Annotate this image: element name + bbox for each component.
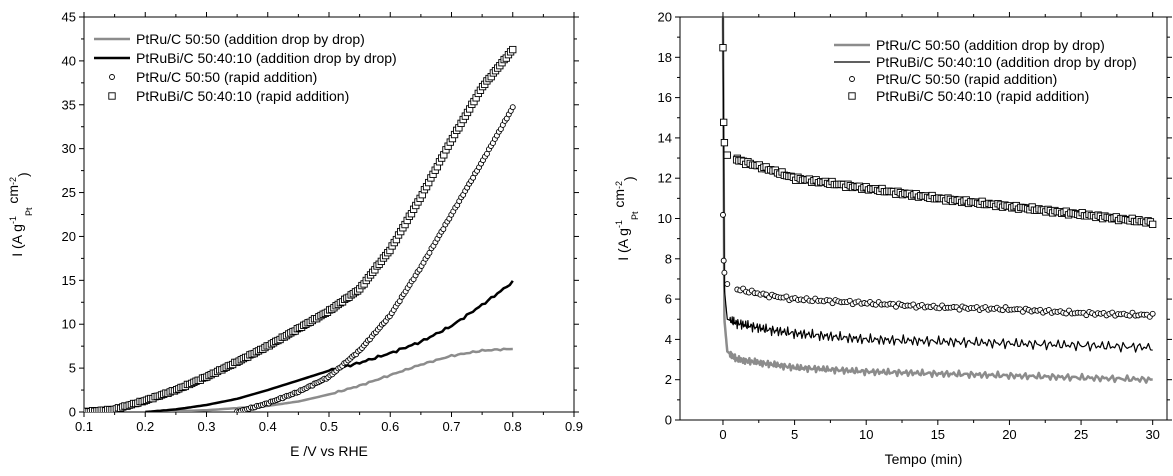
y-axis-label-sub: Pt xyxy=(630,211,640,220)
data-point xyxy=(720,139,729,147)
legend-label: PtRu/C 50:50 (addition drop by drop) xyxy=(876,37,1105,53)
legend-label: PtRuBi/C 50:40:10 (addition drop by drop… xyxy=(876,54,1137,70)
x-tick-label: 0.7 xyxy=(442,419,460,434)
y-axis-label-sup2: -2 xyxy=(614,181,624,189)
legend-swatch-square xyxy=(848,92,856,100)
legend-label: PtRu/C 50:50 (addition drop by drop) xyxy=(136,31,365,47)
series-0 xyxy=(721,17,1153,384)
chart-left: 0.1 0.2 0.3 0.4 0.5 0.6 0.7 0.8 0.9 0 5 10 15 20 25 30 3… xyxy=(5,10,583,460)
legend-label: PtRuBi/C 50:40:10 (rapid addition) xyxy=(876,88,1089,104)
x-tick-label: 0.5 xyxy=(320,419,338,434)
plot-area xyxy=(719,17,1157,384)
x-tick-label: 0.2 xyxy=(136,419,154,434)
y-tick-label: 2 xyxy=(665,372,672,387)
data-point xyxy=(723,151,731,159)
plot-area xyxy=(84,45,517,412)
y-tick-label: 40 xyxy=(62,53,76,68)
y-axis-label-mid: cm xyxy=(611,189,627,212)
series-line xyxy=(145,280,514,412)
series-line xyxy=(722,17,1153,353)
series-1 xyxy=(722,17,1153,353)
x-tick-label: 30 xyxy=(1145,427,1159,442)
legend-label: PtRu/C 50:50 (rapid addition) xyxy=(876,71,1057,87)
y-tick-label: 5 xyxy=(69,361,76,376)
data-point xyxy=(509,104,516,111)
data-point xyxy=(720,211,726,218)
y-tick-label: 0 xyxy=(69,405,76,420)
legend-label: PtRuBi/C 50:40:10 (addition drop by drop… xyxy=(136,50,397,66)
data-point xyxy=(724,281,731,287)
y-tick-label: 10 xyxy=(62,317,76,332)
y-tick-label: 4 xyxy=(665,332,672,347)
legend: PtRu/C 50:50 (addition drop by drop) PtRu… xyxy=(94,31,397,104)
series-3 xyxy=(719,44,1157,228)
y-tick-label: 45 xyxy=(62,10,76,25)
y-axis-label-sup1: -1 xyxy=(8,216,18,224)
series-1 xyxy=(145,280,514,412)
y-tick-label: 25 xyxy=(62,185,76,200)
x-tick-label: 15 xyxy=(931,427,945,442)
y-axis-label: I (A g-1 Pt cm-2) xyxy=(611,176,640,260)
x-tick-label: 0.9 xyxy=(565,419,583,434)
y-tick-label: 18 xyxy=(658,50,672,65)
series-0 xyxy=(145,347,513,412)
y-tick-label: 6 xyxy=(665,292,672,307)
y-tick-label: 20 xyxy=(62,229,76,244)
legend-label: PtRuBi/C 50:40:10 (rapid addition) xyxy=(136,88,349,104)
x-tick-label: 0.6 xyxy=(381,419,399,434)
x-tick-label: 0.3 xyxy=(197,419,215,434)
x-tick-label: 25 xyxy=(1074,427,1088,442)
data-point xyxy=(783,293,790,300)
data-point xyxy=(1149,220,1157,228)
x-tick-label: 0 xyxy=(719,427,726,442)
legend-swatch-circle xyxy=(109,74,115,80)
x-tick-label: 0.4 xyxy=(259,419,277,434)
y-axis-label-sup2: -2 xyxy=(8,177,18,185)
x-tick-label: 0.8 xyxy=(504,419,522,434)
y-tick-label: 35 xyxy=(62,97,76,112)
series-line xyxy=(145,347,513,412)
series-line xyxy=(721,17,1153,384)
y-axis-label-mid: cm xyxy=(5,185,21,208)
data-point xyxy=(720,257,727,264)
legend-swatch-circle xyxy=(849,76,855,82)
x-axis-label: E /V vs RHE xyxy=(290,443,368,459)
data-point xyxy=(509,45,517,54)
x-tick-label: 5 xyxy=(791,427,798,442)
y-axis-label-sup1: -1 xyxy=(614,220,624,228)
chart-panel-right: 0 5 10 15 20 25 30 0 2 4 6 8 10 12 14 16 18 20 Tempo (min)… xyxy=(600,0,1173,476)
y-tick-label: 14 xyxy=(658,130,672,145)
y-axis-label: I (A g-1 Pt cm-2) xyxy=(5,172,34,256)
x-axis-label: Tempo (min) xyxy=(885,451,963,467)
series-2 xyxy=(720,211,1156,320)
y-axis-label-main: I (A g xyxy=(9,224,25,257)
series-3 xyxy=(84,45,517,412)
y-axis-label-end: ) xyxy=(621,176,637,181)
y-axis-label-main: I (A g xyxy=(615,228,631,261)
x-tick-label: 20 xyxy=(1002,427,1016,442)
chart-panel-left: 0.1 0.2 0.3 0.4 0.5 0.6 0.7 0.8 0.9 0 5 10 15 20 25 30 3… xyxy=(5,10,583,460)
data-point xyxy=(720,118,728,127)
data-point xyxy=(721,269,728,276)
x-tick-label: 10 xyxy=(859,427,873,442)
y-tick-label: 8 xyxy=(665,251,672,266)
y-axis-label-end: ) xyxy=(15,172,31,177)
legend: PtRu/C 50:50 (addition drop by drop)PtRu… xyxy=(834,37,1137,104)
y-axis-label-sub: Pt xyxy=(24,207,34,216)
y-tick-label: 15 xyxy=(62,273,76,288)
chart-right: 0 5 10 15 20 25 30 0 2 4 6 8 10 12 14 16 18 20 Tempo (min)… xyxy=(611,10,1172,467)
data-point xyxy=(1149,310,1156,317)
y-tick-label: 20 xyxy=(658,10,672,25)
data-point xyxy=(719,44,727,52)
series-2 xyxy=(234,104,516,412)
y-tick-label: 0 xyxy=(665,413,672,428)
legend-label: PtRu/C 50:50 (rapid addition) xyxy=(136,69,317,85)
y-tick-label: 12 xyxy=(658,171,672,186)
y-tick-label: 30 xyxy=(62,141,76,156)
y-tick-label: 10 xyxy=(658,211,672,226)
x-tick-label: 0.1 xyxy=(75,419,93,434)
legend-swatch-square xyxy=(108,92,116,100)
y-tick-label: 16 xyxy=(658,90,672,105)
